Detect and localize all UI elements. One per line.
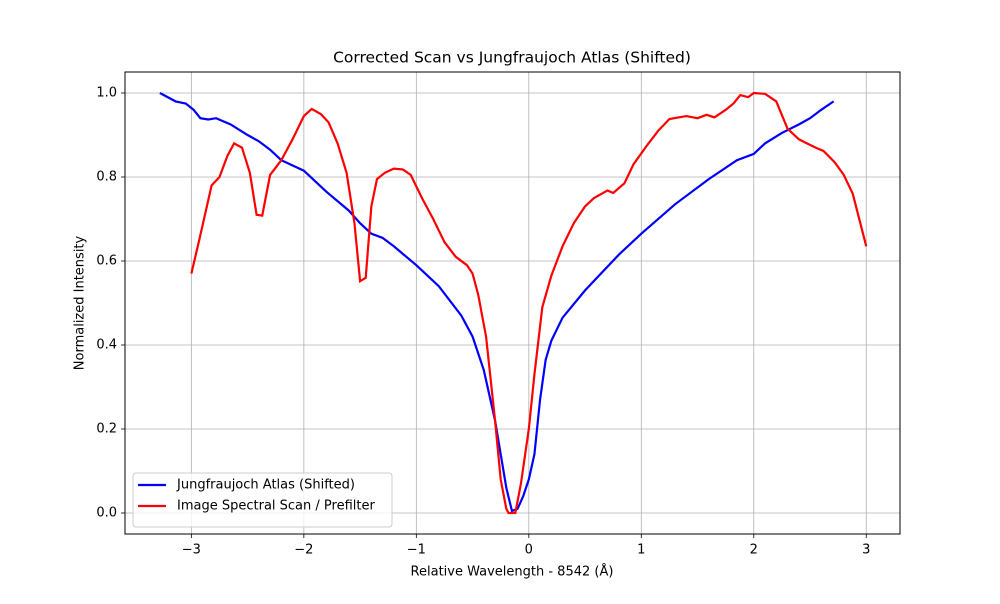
y-tick-label: 0.2 xyxy=(96,422,117,437)
y-tick-label: 0.0 xyxy=(96,506,117,521)
legend-label: Jungfraujoch Atlas (Shifted) xyxy=(176,478,355,493)
lines xyxy=(159,91,868,515)
data-line xyxy=(190,91,868,515)
x-tick-label: −1 xyxy=(407,543,426,558)
y-tick-label: 0.6 xyxy=(96,254,117,269)
grid: −3 −2 −1 0 1 2 3 0.0 0.2 0.4 0.6 0.8 1.0 xyxy=(96,72,900,558)
chart-title: Corrected Scan vs Jungfraujoch Atlas (Sh… xyxy=(333,49,691,67)
x-tick-label: 3 xyxy=(862,543,870,558)
x-tick-label: 2 xyxy=(750,543,758,558)
x-tick-label: 1 xyxy=(637,543,645,558)
x-axis-label: Relative Wavelength - 8542 (Å) xyxy=(411,564,614,580)
y-tick-label: 1.0 xyxy=(96,86,117,101)
x-tick-label: −2 xyxy=(294,543,313,558)
y-axis-label: Normalized Intensity xyxy=(73,235,88,370)
x-tick-label: −3 xyxy=(182,543,201,558)
legend-box xyxy=(132,472,393,528)
x-tick-label: 0 xyxy=(525,543,533,558)
legend-label: Image Spectral Scan / Prefilter xyxy=(177,499,375,514)
plot-frame xyxy=(124,71,901,535)
legend: Jungfraujoch Atlas (Shifted) Image Spectr… xyxy=(132,472,393,528)
y-tick-label: 0.4 xyxy=(96,338,117,353)
y-tick-label: 0.8 xyxy=(96,170,117,185)
